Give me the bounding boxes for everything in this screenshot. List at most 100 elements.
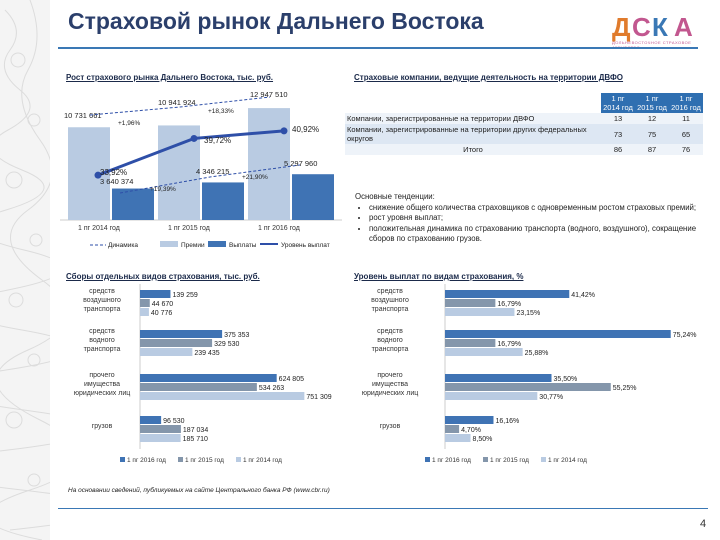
bar-1 пг 2014 год bbox=[140, 308, 149, 316]
x-tick-label: 1 пг 2014 год bbox=[78, 225, 120, 232]
bar-1 пг 2014 год bbox=[445, 434, 471, 442]
data-label: 30,77% bbox=[539, 394, 563, 401]
bar-1 пг 2016 год bbox=[445, 416, 494, 424]
data-label: 41,42% bbox=[571, 292, 595, 299]
category-label: транспорта bbox=[372, 346, 409, 353]
legend-label: Динамика bbox=[108, 242, 138, 249]
data-label-payout-level: 40,92% bbox=[292, 125, 319, 134]
category-label: средств bbox=[89, 328, 115, 335]
category-label: водного bbox=[89, 337, 115, 344]
bar-1 пг 2015 год bbox=[445, 299, 496, 307]
bar-1 пг 2015 год bbox=[140, 425, 181, 433]
decorative-ornament bbox=[0, 0, 50, 540]
bar-payouts bbox=[292, 174, 334, 220]
trends-list: снижение общего количества страховщиков … bbox=[355, 203, 700, 245]
annotation-dynamics: +19,39% bbox=[150, 186, 176, 193]
bar-1 пг 2015 год bbox=[140, 299, 150, 307]
x-tick-label: 1 пг 2016 год bbox=[258, 225, 300, 232]
collections-chart: средств воздушного транспорта 139 259 44 670… bbox=[74, 284, 332, 464]
data-label: 16,79% bbox=[497, 341, 521, 348]
legend-label: Уровень выплат bbox=[281, 242, 330, 249]
legend-label: 1 пг 2016 год bbox=[127, 457, 166, 464]
point-payout-level bbox=[190, 134, 198, 142]
payout-chart: средств воздушного транспорта 41,42% 16,79% 2… bbox=[362, 284, 697, 464]
bar-1 пг 2016 год bbox=[445, 374, 552, 382]
category-label: средств bbox=[377, 288, 403, 295]
footer-divider bbox=[58, 508, 708, 509]
table-cell: 86 bbox=[613, 145, 623, 154]
legend-marker bbox=[483, 457, 488, 462]
companies-table: 1 пг 2014 год 1 пг 2015 год 1 пг 2016 го… bbox=[345, 93, 703, 155]
data-label: 23,15% bbox=[516, 310, 540, 317]
annotation-dynamics: +21,90% bbox=[242, 174, 268, 181]
data-label-premiums: 12 947 510 bbox=[250, 90, 288, 99]
category-label: средств bbox=[377, 328, 403, 335]
data-label: 16,79% bbox=[497, 301, 521, 308]
category-label: грузов bbox=[380, 423, 401, 430]
legend-label: 1 пг 2016 год bbox=[432, 457, 471, 464]
category-label: транспорта bbox=[84, 306, 121, 313]
data-label: 75,24% bbox=[673, 332, 697, 339]
bar-payouts bbox=[202, 182, 244, 220]
point-payout-level bbox=[280, 127, 288, 135]
bar-1 пг 2014 год bbox=[445, 392, 538, 400]
category-label: юридических лиц bbox=[74, 390, 131, 397]
table-header-row: 1 пг 2014 год 1 пг 2015 год 1 пг 2016 го… bbox=[345, 93, 703, 113]
header-divider bbox=[58, 47, 698, 49]
data-label: 751 309 bbox=[306, 394, 331, 401]
table-cell: 76 bbox=[681, 145, 691, 154]
svg-text:Д: Д bbox=[612, 12, 631, 42]
table-header: 1 пг 2014 год bbox=[601, 93, 635, 113]
data-label: 55,25% bbox=[613, 385, 637, 392]
data-label: 187 034 bbox=[183, 427, 208, 434]
bar-1 пг 2016 год bbox=[140, 330, 223, 338]
bar-1 пг 2014 год bbox=[140, 348, 193, 356]
legend-marker bbox=[120, 457, 125, 462]
bar-1 пг 2016 год bbox=[445, 290, 570, 298]
table-cell: 11 bbox=[682, 114, 690, 123]
data-label: 40 776 bbox=[151, 310, 173, 317]
table-corner bbox=[345, 93, 601, 113]
line-dynamics-premiums bbox=[89, 96, 271, 116]
category-label: транспорта bbox=[84, 346, 121, 353]
bar-1 пг 2016 год bbox=[445, 330, 671, 338]
payout-chart-title: Уровень выплат по видам страхования, % bbox=[354, 272, 524, 281]
legend-label: 1 пг 2015 год bbox=[490, 457, 529, 464]
data-label-premiums: 10 941 924 bbox=[158, 98, 196, 107]
annotation-dynamics: +18,33% bbox=[208, 108, 234, 115]
table-header: 1 пг 2015 год bbox=[635, 93, 669, 113]
trends-heading: Основные тенденции: bbox=[355, 192, 435, 201]
annotation-dynamics: +1,96% bbox=[118, 120, 140, 127]
data-label: 534 263 bbox=[259, 385, 284, 392]
category-label: водного bbox=[377, 337, 403, 344]
data-label: 8,50% bbox=[473, 436, 493, 443]
legend-marker bbox=[236, 457, 241, 462]
growth-chart: 1 пг 2014 год 1 пг 2015 год 1 пг 2016 год 1… bbox=[60, 90, 342, 249]
data-label: 96 530 bbox=[163, 418, 185, 425]
svg-text:С: С bbox=[632, 12, 651, 42]
data-label: 185 710 bbox=[183, 436, 208, 443]
bar-1 пг 2015 год bbox=[445, 425, 460, 433]
data-label-premiums: 10 731 661 bbox=[64, 111, 102, 120]
table-cell: 87 bbox=[647, 145, 657, 154]
data-label: 624 805 bbox=[279, 376, 304, 383]
x-tick-label: 1 пг 2015 год bbox=[168, 225, 210, 232]
category-label: имущества bbox=[372, 381, 408, 388]
legend-marker bbox=[160, 241, 178, 247]
bar-1 пг 2015 год bbox=[445, 339, 496, 347]
data-label: 4,70% bbox=[461, 427, 481, 434]
legend-label: 1 пг 2015 год bbox=[185, 457, 224, 464]
legend-marker bbox=[541, 457, 546, 462]
category-label: прочего bbox=[89, 372, 114, 379]
bar-payouts bbox=[112, 188, 154, 220]
table-row-label: Компании, зарегистрированные на территор… bbox=[347, 125, 587, 143]
data-label: 329 530 bbox=[214, 341, 239, 348]
collections-chart-title: Сборы отдельных видов страхования, тыс. … bbox=[66, 272, 260, 281]
bar-1 пг 2014 год bbox=[445, 348, 523, 356]
table-row-total: Итого 86 87 76 bbox=[345, 144, 703, 155]
category-label: имущества bbox=[84, 381, 120, 388]
category-label: транспорта bbox=[372, 306, 409, 313]
data-label: 35,50% bbox=[554, 376, 578, 383]
growth-chart-title: Рост страхового рынка Дальнего Востока, … bbox=[66, 73, 274, 82]
table-row: Компании, зарегистрированные на территор… bbox=[345, 124, 703, 144]
